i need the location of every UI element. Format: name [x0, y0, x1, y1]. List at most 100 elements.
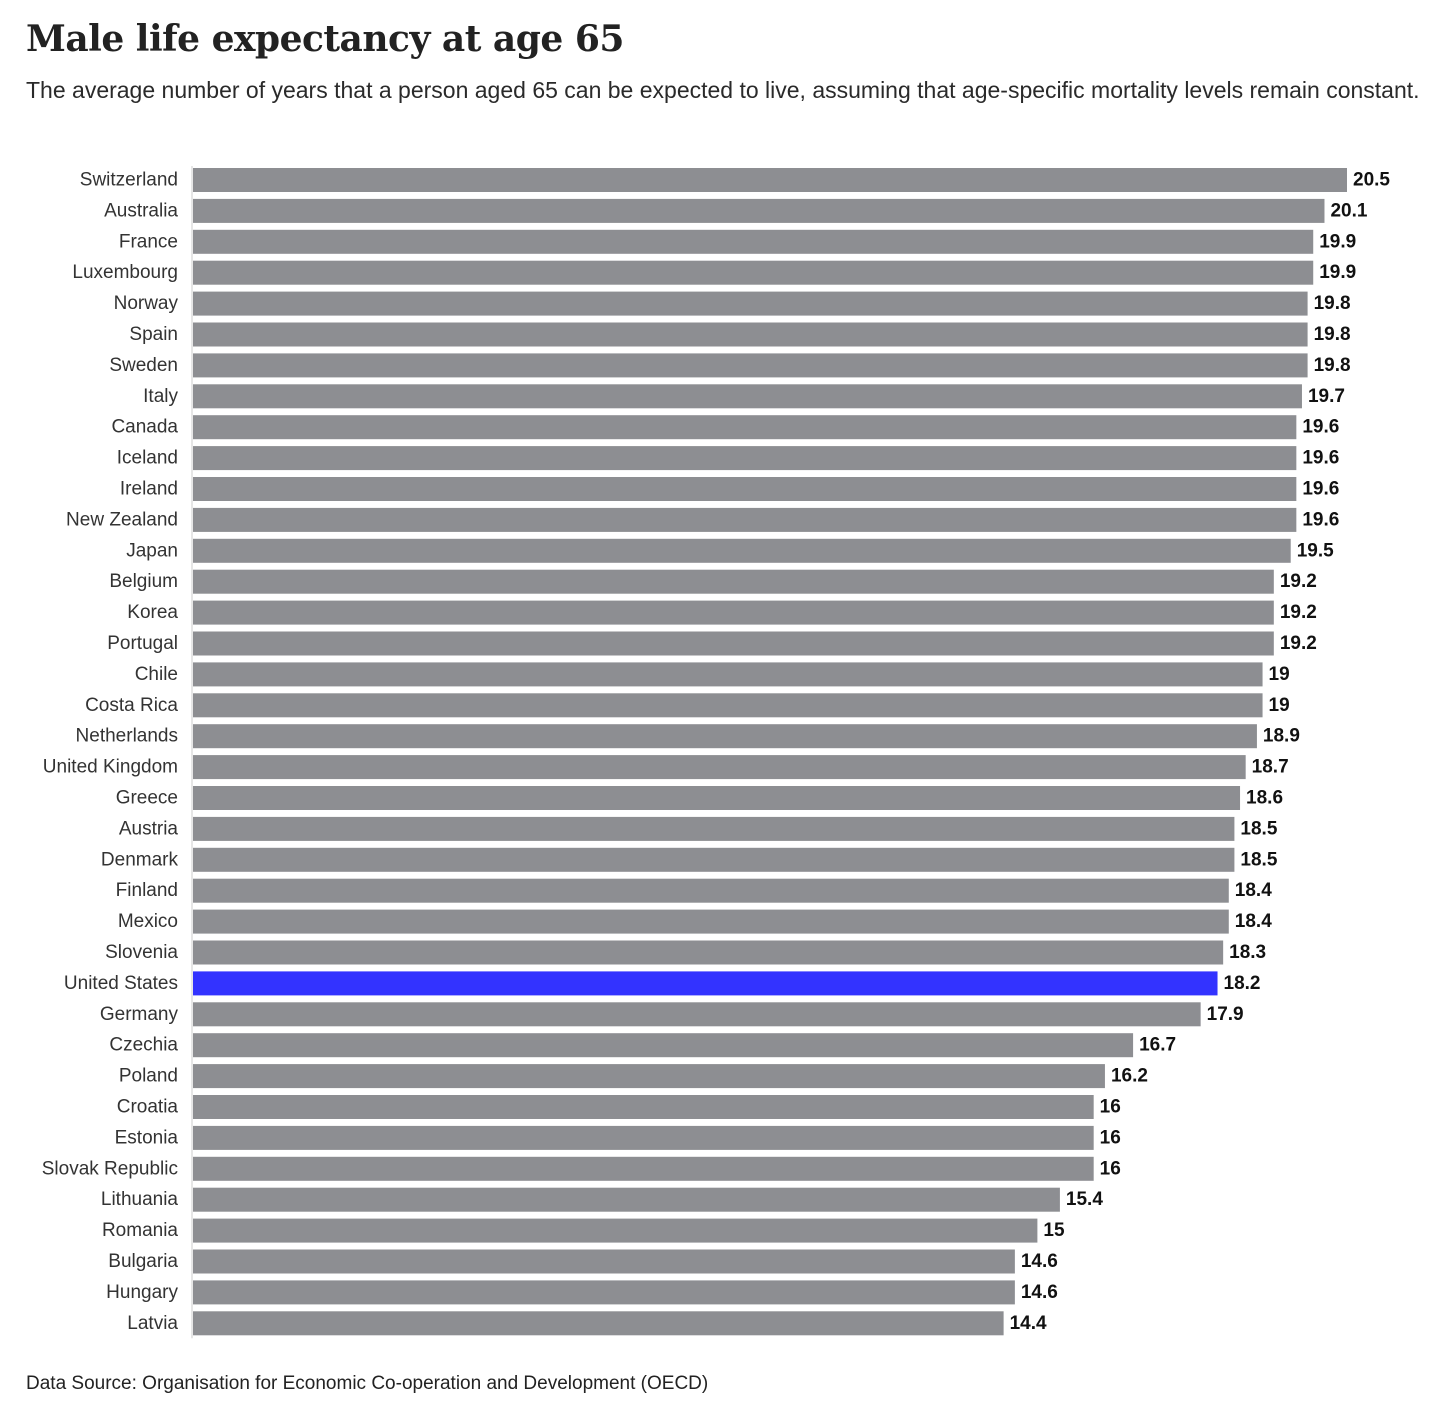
value-label: 18.9: [1263, 726, 1300, 747]
bar: [193, 1002, 1201, 1027]
value-label: 18.4: [1235, 880, 1272, 901]
bar: [193, 940, 1224, 965]
value-label: 15.4: [1066, 1189, 1103, 1210]
bar: [193, 291, 1308, 316]
category-label: France: [119, 231, 178, 252]
category-label: Belgium: [109, 571, 178, 592]
value-label: 19: [1269, 664, 1290, 685]
bar: [193, 260, 1314, 285]
category-label: Korea: [127, 602, 178, 623]
category-label: Australia: [104, 200, 178, 221]
value-label: 14.6: [1021, 1282, 1058, 1303]
category-label: Mexico: [118, 911, 178, 932]
value-label: 19.2: [1280, 571, 1317, 592]
value-label: 20.1: [1330, 200, 1367, 221]
category-label: Slovenia: [105, 942, 178, 963]
category-label: Switzerland: [80, 170, 178, 191]
bar: [193, 1280, 1015, 1305]
bar: [193, 847, 1235, 872]
bar: [193, 1187, 1060, 1212]
category-label: Sweden: [109, 355, 178, 376]
bar: [193, 1064, 1105, 1089]
bar: [193, 229, 1314, 254]
value-label: 16: [1100, 1127, 1121, 1148]
category-label: Hungary: [106, 1282, 178, 1303]
value-label: 19.8: [1314, 324, 1351, 345]
category-label: Czechia: [109, 1035, 178, 1056]
bar: [193, 322, 1308, 347]
value-label: 18.6: [1246, 788, 1283, 809]
category-label: Portugal: [107, 633, 178, 654]
bar: [193, 353, 1308, 378]
value-label: 20.5: [1353, 170, 1390, 191]
value-label: 16: [1100, 1158, 1121, 1179]
bar: [193, 477, 1297, 501]
value-label: 18.5: [1240, 849, 1277, 870]
bar: [193, 662, 1263, 687]
value-label: 19.2: [1280, 602, 1317, 623]
category-label: New Zealand: [66, 509, 178, 530]
value-label: 16.2: [1111, 1066, 1148, 1087]
category-label: Norway: [114, 293, 179, 314]
value-label: 19: [1269, 695, 1290, 716]
bar: [193, 786, 1241, 810]
category-label: Chile: [135, 664, 178, 685]
category-label: Germany: [100, 1004, 179, 1025]
category-label: Ireland: [120, 479, 178, 500]
bar: [193, 631, 1274, 656]
bar: [193, 600, 1274, 625]
bar: [193, 1095, 1094, 1119]
value-label: 19.6: [1302, 417, 1339, 438]
value-label: 14.4: [1010, 1313, 1047, 1334]
category-label: Denmark: [101, 849, 179, 870]
bar: [193, 878, 1229, 903]
value-label: 19.6: [1302, 509, 1339, 530]
category-label: United Kingdom: [43, 757, 178, 778]
bar-chart: Switzerland 20.5 Australia 20.1 France 19.9 Lu…: [42, 166, 1390, 1339]
category-label: Greece: [116, 788, 178, 809]
chart-title: Male life expectancy at age 65: [26, 18, 624, 60]
category-label: Poland: [119, 1066, 178, 1087]
value-label: 19.7: [1308, 386, 1345, 407]
value-label: 19.6: [1302, 479, 1339, 500]
bar: [193, 816, 1235, 841]
value-label: 14.6: [1021, 1251, 1058, 1272]
bar: [193, 971, 1218, 996]
value-label: 18.3: [1229, 942, 1266, 963]
value-label: 19.8: [1314, 355, 1351, 376]
category-label: Slovak Republic: [42, 1158, 178, 1179]
category-label: Estonia: [115, 1127, 179, 1148]
category-label: Finland: [116, 880, 178, 901]
bar: [193, 1249, 1015, 1274]
value-label: 19.9: [1319, 262, 1356, 283]
category-label: Costa Rica: [85, 695, 178, 716]
value-label: 19.8: [1314, 293, 1351, 314]
bar: [193, 446, 1297, 471]
bar: [193, 198, 1325, 223]
value-label: 18.2: [1224, 973, 1261, 994]
category-label: Romania: [102, 1220, 178, 1241]
category-label: Japan: [126, 540, 178, 561]
bar: [193, 569, 1274, 594]
category-label: Croatia: [117, 1097, 179, 1118]
category-label: Latvia: [127, 1313, 178, 1334]
value-label: 16: [1100, 1097, 1121, 1118]
bar: [193, 909, 1229, 934]
value-label: 19.2: [1280, 633, 1317, 654]
category-label: Luxembourg: [72, 262, 178, 283]
value-label: 19.5: [1297, 540, 1334, 561]
bar: [193, 415, 1297, 440]
bar: [193, 384, 1302, 409]
bar: [193, 538, 1291, 563]
category-label: United States: [64, 973, 178, 994]
category-label: Bulgaria: [108, 1251, 178, 1272]
value-label: 18.5: [1240, 818, 1277, 839]
value-label: 19.9: [1319, 231, 1356, 252]
value-label: 15: [1043, 1220, 1065, 1241]
data-source-note: Data Source: Organisation for Economic C…: [26, 1373, 709, 1394]
bar: [193, 168, 1347, 192]
bar: [193, 507, 1297, 532]
chart-subtitle: The average number of years that a perso…: [26, 77, 1420, 103]
value-label: 17.9: [1207, 1004, 1244, 1025]
category-label: Netherlands: [76, 726, 178, 747]
